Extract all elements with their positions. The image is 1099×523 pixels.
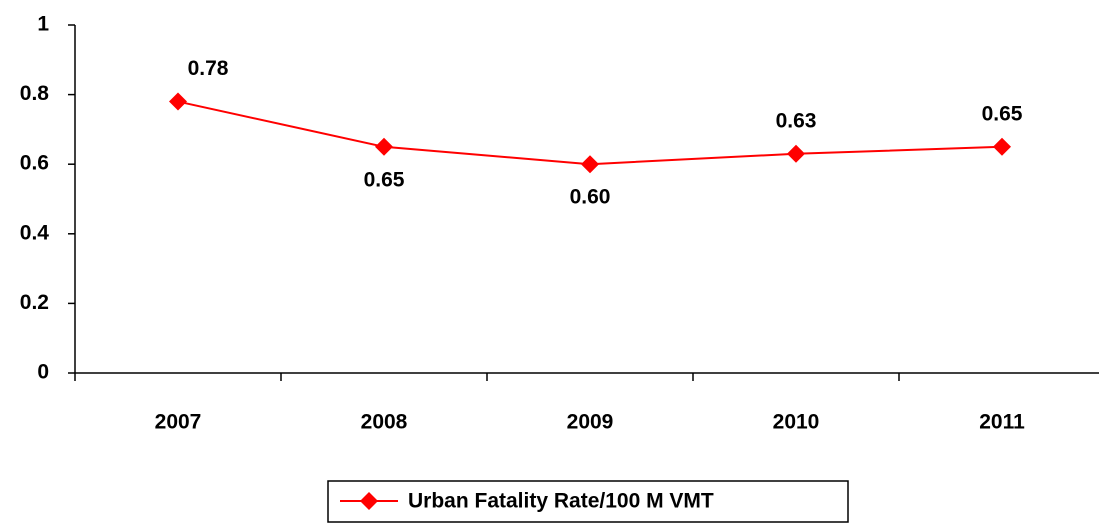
legend-box (327, 480, 849, 523)
y-tick-label: 0.2 (20, 291, 49, 314)
series-line (177, 100, 1003, 166)
y-tick-label: 0 (37, 361, 49, 384)
point-marker (581, 155, 599, 174)
legend-label: Urban Fatality Rate/100 M VMT (408, 490, 714, 513)
data-label: 0.60 (570, 186, 611, 209)
x-tick-label: 2011 (979, 411, 1025, 434)
x-tick-label: 2010 (773, 411, 820, 434)
x-tick-label: 2007 (155, 411, 202, 434)
data-label: 0.78 (188, 57, 229, 80)
data-label: 0.65 (364, 168, 405, 191)
data-label: 0.65 (982, 102, 1023, 125)
x-tick-label: 2009 (567, 411, 614, 434)
y-tick-label: 0.6 (20, 152, 49, 175)
y-tick-label: 0.8 (20, 82, 50, 105)
point-marker (169, 92, 187, 111)
data-label: 0.63 (776, 109, 817, 132)
point-marker (375, 137, 393, 156)
y-tick-label: 1 (37, 13, 49, 36)
legend-marker (360, 492, 378, 510)
point-marker (993, 137, 1011, 156)
x-tick-label: 2008 (361, 411, 408, 434)
point-marker (787, 144, 805, 163)
y-tick-label: 0.4 (20, 221, 50, 244)
